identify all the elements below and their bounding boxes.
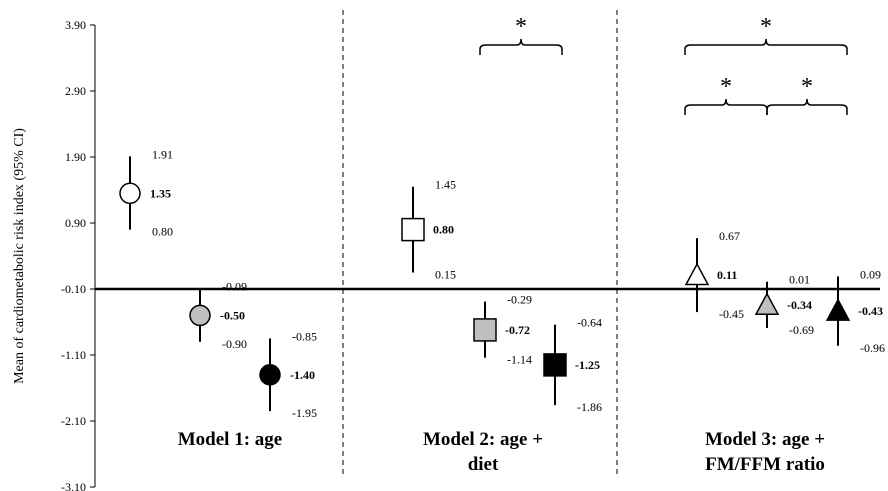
mean-label: -0.34 (787, 298, 812, 312)
mean-label: -1.40 (290, 368, 315, 382)
lower-ci-label: -0.96 (860, 341, 885, 355)
mean-label: 0.11 (717, 268, 737, 282)
mean-label: 0.80 (433, 223, 454, 237)
square-marker (401, 217, 425, 242)
brace-model-2 (479, 38, 563, 55)
circle-marker (189, 304, 211, 327)
upper-ci-label: 0.01 (789, 273, 810, 287)
triangle-marker (825, 298, 851, 321)
upper-ci-label: 0.67 (719, 229, 740, 243)
y-tick-label: 2.90 (65, 84, 86, 98)
y-tick-label: 3.90 (65, 18, 86, 32)
mean-label: -0.43 (858, 304, 883, 318)
lower-ci-label: 0.15 (435, 268, 456, 282)
y-axis-label: Mean of cardiometabolic risk index (95% … (12, 128, 27, 384)
mean-label: -0.72 (505, 323, 530, 337)
significance-star: * (760, 14, 772, 40)
brace-model-3-right (766, 98, 848, 115)
circle-marker (259, 364, 281, 386)
mean-label: -1.25 (575, 358, 600, 372)
lower-ci-label: -0.45 (719, 307, 744, 321)
y-tick-label: -1.10 (61, 348, 86, 362)
y-tick-label: 1.90 (65, 150, 86, 164)
square-marker (473, 318, 497, 342)
upper-ci-label: -0.09 (222, 279, 247, 293)
model-2-title-line-1: Model 2: age + (423, 429, 543, 450)
lower-ci-label: -1.14 (507, 353, 532, 367)
upper-ci-label: -0.64 (577, 316, 602, 330)
upper-ci-label: 0.09 (860, 267, 881, 281)
significance-star: * (515, 14, 527, 40)
lower-ci-label: -1.95 (292, 406, 317, 420)
lower-ci-label: 0.80 (152, 225, 173, 239)
lower-ci-label: -0.69 (789, 323, 814, 337)
lower-ci-label: -1.86 (577, 400, 602, 414)
upper-ci-label: 1.91 (152, 147, 173, 161)
y-tick-label: -3.10 (61, 480, 86, 491)
y-tick-label: 0.90 (65, 216, 86, 230)
model-3-title-line-2: FM/FFM ratio (705, 454, 825, 475)
model-3-title-line-1: Model 3: age + (705, 429, 825, 450)
triangle-marker (754, 292, 780, 315)
lower-ci-label: -0.90 (222, 337, 247, 351)
triangle-marker (684, 262, 710, 286)
model-1-title: Model 1: age (178, 429, 282, 450)
model-2-title-line-2: diet (468, 454, 499, 475)
circle-marker (119, 182, 141, 205)
brace-model-3-overall (684, 38, 848, 55)
significance-star: * (720, 74, 732, 100)
mean-label: 1.35 (150, 186, 171, 200)
brace-model-3-left (684, 98, 768, 115)
significance-star: * (801, 74, 813, 100)
y-tick-label: -0.10 (61, 282, 86, 296)
square-marker (543, 353, 567, 377)
upper-ci-label: 1.45 (435, 178, 456, 192)
upper-ci-label: -0.29 (507, 293, 532, 307)
upper-ci-label: -0.85 (292, 330, 317, 344)
y-tick-label: -2.10 (61, 414, 86, 428)
mean-label: -0.50 (220, 308, 245, 322)
